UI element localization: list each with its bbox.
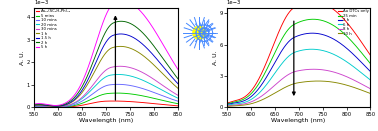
Circle shape [193, 26, 206, 39]
Y-axis label: A. U.: A. U. [213, 50, 218, 65]
Y-axis label: A. U.: A. U. [20, 50, 25, 65]
X-axis label: Wavelength (nm): Wavelength (nm) [79, 118, 133, 123]
Legend: Au DTCs only, 25 min, 2 h, 6 h, 8 h, 10 h: Au DTCs only, 25 min, 2 h, 6 h, 8 h, 10 … [337, 9, 370, 37]
X-axis label: Wavelength (nm): Wavelength (nm) [271, 118, 326, 123]
Legend: Au₂₅(SC₂H₄Ph)₁₈, 5 mins, 10 mins, 20 mins, 30 mins, 1 h, 1.5 h, 2 h, 5 h: Au₂₅(SC₂H₄Ph)₁₈, 5 mins, 10 mins, 20 min… [35, 9, 71, 50]
